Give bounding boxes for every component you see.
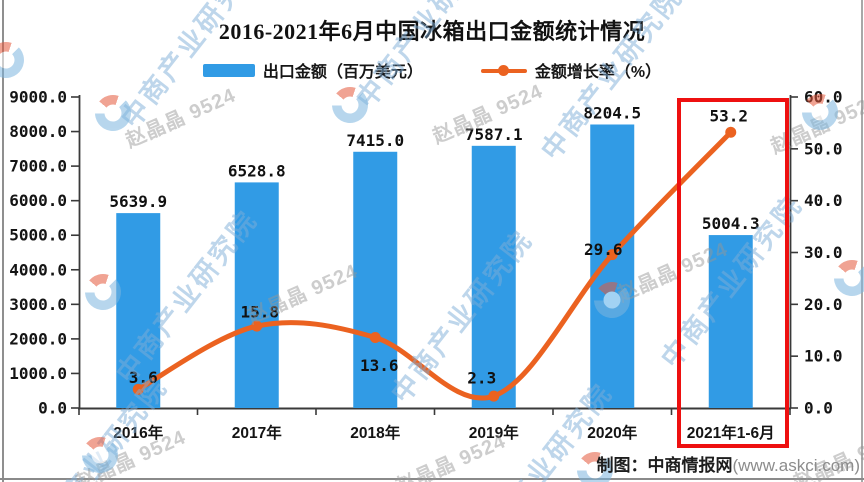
bar-value-label: 5004.3	[702, 214, 760, 233]
right-axis-tick-label: 0.0	[804, 399, 833, 418]
bar-swatch-icon	[202, 63, 255, 77]
legend-label: 出口金额（百万美元）	[262, 64, 423, 81]
right-axis-tick-label: 10.0	[804, 347, 843, 366]
bar-2018年	[353, 151, 398, 408]
line-point-2017年	[251, 320, 263, 332]
right-axis-tick-label: 20.0	[804, 295, 843, 314]
bar-value-label: 7415.0	[346, 131, 404, 150]
x-axis-category-label: 2016年	[113, 423, 163, 442]
right-axis-tick-label: 30.0	[804, 243, 843, 262]
legend-item-export-amount: 出口金额（百万美元）	[202, 58, 423, 82]
x-axis-category-label: 2020年	[587, 423, 637, 442]
credit-line: 制图：中商情报网(www.askci.com)	[596, 451, 860, 476]
right-border-line	[861, 0, 863, 482]
bar-2020年	[590, 124, 635, 408]
line-dot-swatch-icon	[480, 64, 527, 77]
line-point-2021年1-6月	[725, 126, 737, 138]
bar-2021年1-6月	[708, 235, 753, 408]
right-axis-tick-label: 50.0	[804, 139, 843, 158]
left-axis-tick-label: 5000.0	[9, 226, 67, 245]
left-axis-tick-label: 4000.0	[9, 260, 67, 279]
left-border-line	[2, 0, 4, 482]
bar-value-label: 7587.1	[465, 125, 523, 144]
legend-label: 金额增长率（%）	[534, 64, 662, 81]
chart-title: 2016-2021年6月中国冰箱出口金额统计情况	[218, 19, 646, 44]
bottom-border-line	[0, 478, 864, 480]
bar-2019年	[471, 145, 516, 408]
x-axis-category-label: 2021年1-6月	[687, 423, 775, 442]
line-value-label: 3.6	[129, 368, 158, 387]
bar-value-label: 8204.5	[583, 103, 641, 122]
line-value-label: 15.8	[240, 303, 279, 322]
left-axis-tick-label: 9000.0	[9, 88, 67, 107]
right-axis-tick-label: 40.0	[804, 191, 843, 210]
left-axis-tick-label: 1000.0	[9, 364, 67, 383]
left-axis-tick-label: 7000.0	[9, 157, 67, 176]
left-axis-tick-label: 2000.0	[9, 329, 67, 348]
x-axis-category-label: 2017年	[232, 423, 282, 442]
credit-site-link: (www.askci.com)	[732, 456, 860, 475]
left-axis-tick-label: 8000.0	[9, 122, 67, 141]
line-point-2018年	[369, 332, 381, 344]
line-point-2020年	[606, 249, 618, 261]
right-axis-tick-label: 60.0	[804, 88, 843, 107]
line-value-label: 2.3	[467, 369, 496, 388]
bar-value-label: 5639.9	[109, 192, 167, 211]
bar-value-label: 6528.8	[228, 161, 286, 180]
line-value-label: 53.2	[709, 107, 748, 126]
credit-label: 制图：中商情报网	[596, 456, 733, 475]
line-value-label: 13.6	[360, 356, 399, 375]
left-axis-tick-label: 3000.0	[9, 295, 67, 314]
x-axis-category-label: 2019年	[469, 423, 519, 442]
line-point-2016年	[132, 383, 144, 395]
line-value-label: 29.6	[584, 240, 623, 259]
line-point-2019年	[488, 390, 500, 402]
left-axis-tick-label: 0.0	[38, 399, 67, 418]
chart-legend: 出口金额（百万美元） 金额增长率（%）	[0, 58, 864, 82]
bar-2017年	[234, 182, 279, 408]
legend-item-growth-rate: 金额增长率（%）	[480, 58, 662, 82]
x-axis-category-label: 2018年	[350, 423, 400, 442]
left-axis-tick-label: 6000.0	[9, 191, 67, 210]
